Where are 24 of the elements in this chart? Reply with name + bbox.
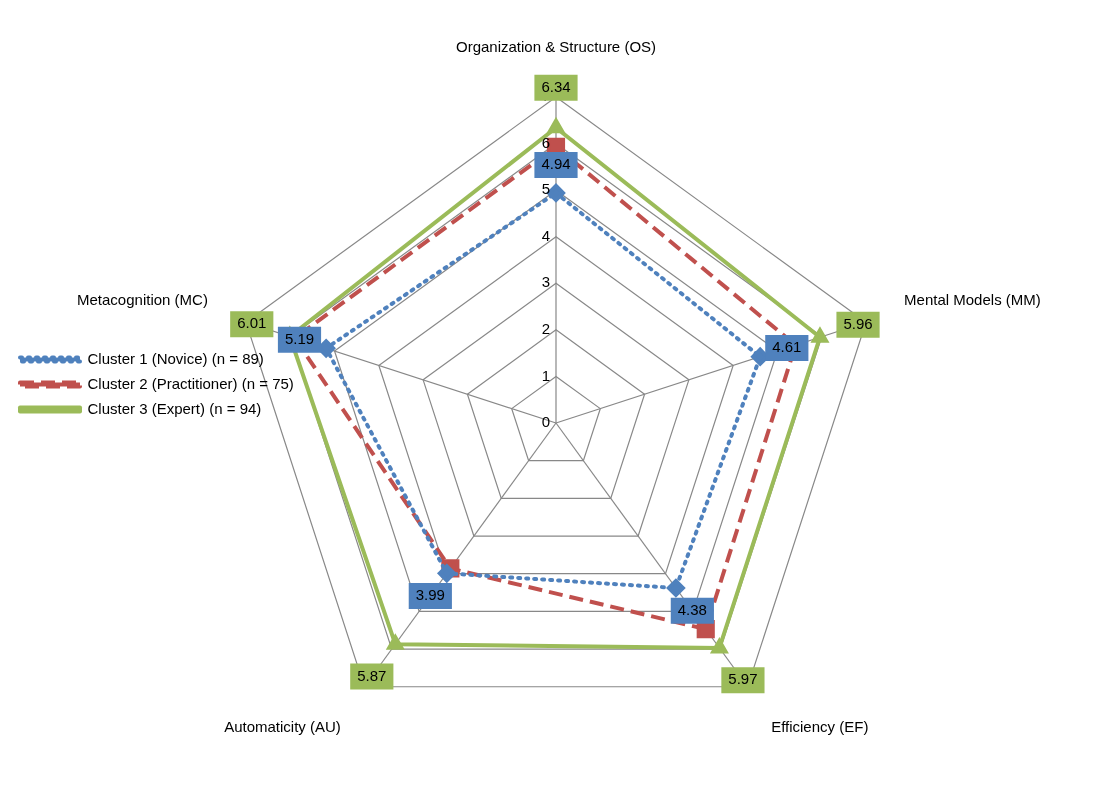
- legend-label: Cluster 3 (Expert) (n = 94): [87, 399, 262, 417]
- y-tick-label: 5: [541, 180, 550, 198]
- spoke-label: Organization & Structure (OS): [455, 38, 657, 56]
- legend-label: Cluster 1 (Novice) (n = 89): [87, 349, 264, 367]
- y-tick-label: 3: [541, 273, 550, 291]
- legend-label: Cluster 2 (Practitioner) (n = 75): [87, 374, 294, 392]
- spoke-label: Metacognition (MC): [77, 291, 208, 309]
- data-label: 6.01: [237, 314, 267, 332]
- data-label: 6.34: [541, 77, 571, 95]
- data-label: 5.96: [843, 315, 873, 333]
- y-tick-label: 4: [541, 226, 550, 244]
- data-label: 4.94: [541, 155, 571, 173]
- data-label: 3.99: [415, 586, 445, 604]
- y-tick-label: 1: [541, 366, 550, 384]
- y-tick-label: 0: [541, 413, 550, 431]
- y-tick-label: 2: [541, 320, 550, 337]
- data-label: 5.97: [728, 670, 758, 688]
- data-label: 5.19: [284, 329, 315, 347]
- spoke-label: Automaticity (AU): [224, 718, 341, 736]
- data-label: 5.87: [357, 666, 387, 684]
- spoke-label: Efficiency (EF): [771, 718, 869, 736]
- data-label: 4.61: [772, 338, 802, 356]
- data-label: 4.38: [677, 600, 707, 618]
- spoke-label: Mental Models (MM): [904, 291, 1041, 309]
